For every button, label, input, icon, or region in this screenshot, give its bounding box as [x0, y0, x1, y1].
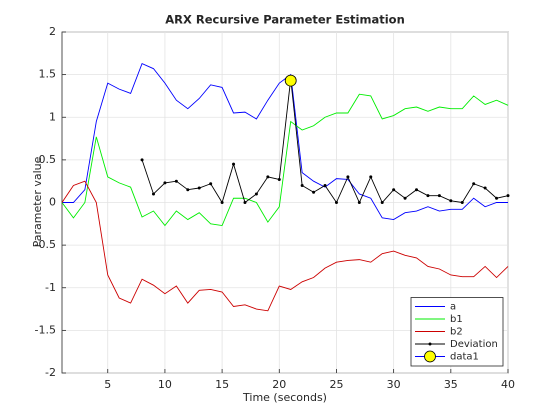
y-tick-label: -2 [45, 366, 56, 379]
legend-label: b1 [450, 314, 463, 325]
series-line [61, 93, 509, 227]
point-marker [220, 201, 224, 204]
y-tick-label: 0 [49, 196, 56, 209]
series-line [61, 180, 509, 312]
y-axis-label: Parameter value [31, 156, 44, 247]
point-marker [495, 196, 499, 200]
point-marker [472, 182, 476, 186]
point-marker [254, 192, 258, 196]
series-line [62, 62, 508, 221]
point-marker [380, 201, 384, 204]
point-marker [483, 186, 487, 190]
point-marker [174, 179, 178, 183]
x-tick-label: 35 [444, 378, 458, 391]
point-marker [209, 182, 213, 186]
chart-title: ARX Recursive Parameter Estimation [165, 13, 405, 27]
point-marker [369, 175, 373, 179]
y-tick-label: -1 [45, 281, 56, 294]
x-tick-label: 20 [272, 378, 286, 391]
x-tick-label: 25 [329, 378, 343, 391]
point-marker [243, 201, 247, 204]
point-marker [284, 74, 297, 87]
y-tick-label: 0.5 [39, 153, 57, 166]
point-marker [300, 183, 304, 187]
point-marker [403, 196, 407, 200]
point-marker [312, 190, 316, 194]
legend-label: Deviation [450, 339, 498, 350]
x-tick-label: 5 [104, 378, 111, 391]
y-tick-label: -1.5 [35, 323, 56, 336]
point-marker [415, 188, 419, 192]
point-marker [334, 201, 338, 204]
legend-marker [424, 350, 436, 363]
point-marker [437, 194, 441, 198]
point-marker [151, 192, 155, 196]
x-axis-label: Time (seconds) [242, 391, 327, 404]
point-marker [392, 188, 396, 192]
y-tick-label: 1.5 [39, 68, 57, 81]
y-tick-label: -0.5 [35, 238, 56, 251]
point-marker [460, 201, 464, 204]
x-tick-label: 10 [158, 378, 172, 391]
point-marker [197, 186, 201, 190]
point-marker [426, 194, 430, 198]
legend-label: a [450, 302, 456, 313]
y-tick-label: 1 [49, 110, 56, 123]
point-marker [323, 183, 327, 187]
y-tick-label: 2 [49, 25, 56, 38]
legend-label: data1 [450, 352, 479, 363]
point-marker [140, 158, 144, 162]
x-tick-label: 40 [501, 378, 515, 391]
point-marker [186, 188, 190, 192]
x-tick-label: 30 [387, 378, 401, 391]
point-marker [506, 194, 510, 198]
legend-marker [428, 342, 432, 346]
point-marker [357, 201, 361, 204]
legend-label: b2 [450, 327, 463, 338]
point-marker [266, 175, 270, 179]
x-tick-label: 15 [215, 378, 229, 391]
point-marker [277, 177, 281, 181]
point-marker [163, 181, 167, 185]
point-marker [449, 199, 453, 203]
point-marker [232, 162, 236, 166]
point-marker [346, 175, 350, 179]
